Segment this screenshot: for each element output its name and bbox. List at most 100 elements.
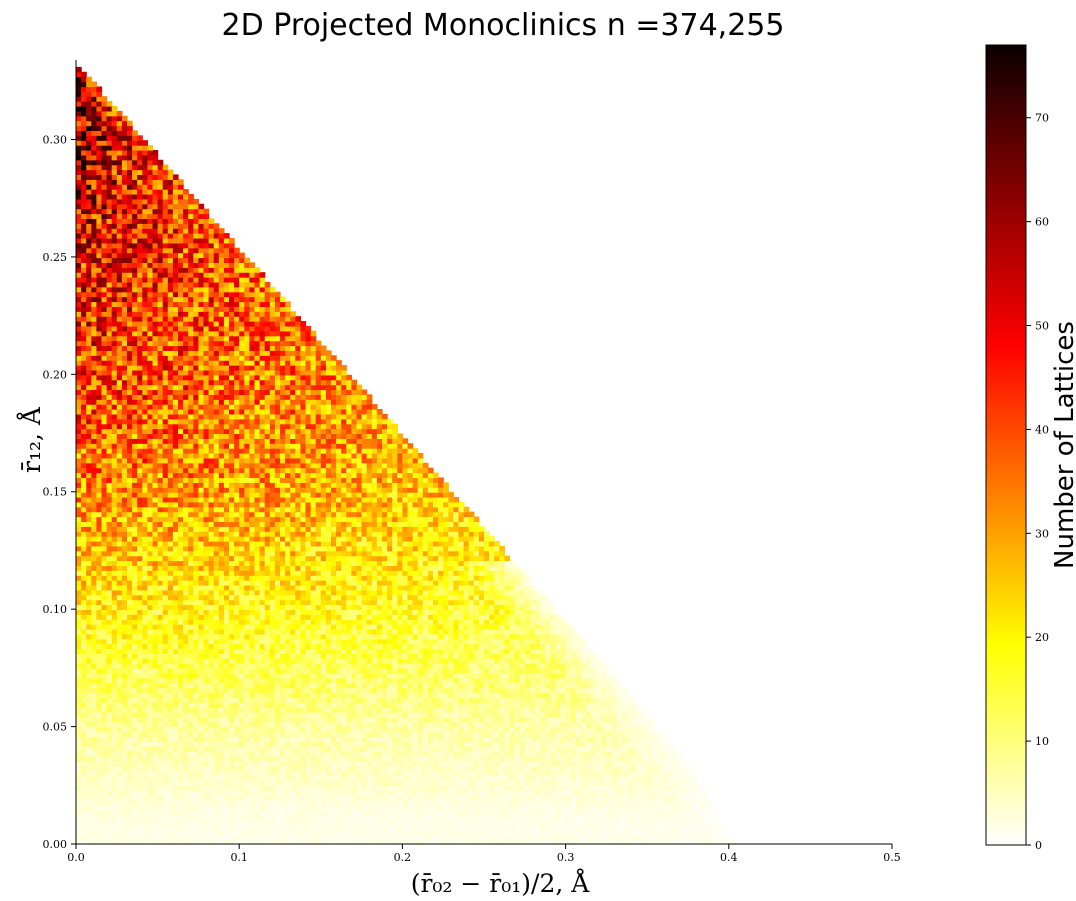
heatmap-cell xyxy=(473,819,480,826)
heatmap-cell xyxy=(229,800,235,806)
heatmap-cell xyxy=(387,809,393,816)
heatmap-cell xyxy=(376,746,383,752)
heatmap-cell xyxy=(86,726,92,733)
heatmap-cell xyxy=(295,682,301,689)
heatmap-cell xyxy=(290,716,296,723)
heatmap-cell xyxy=(591,800,597,806)
heatmap-cell xyxy=(606,804,613,811)
heatmap-cell xyxy=(264,712,271,718)
heatmap-cell xyxy=(387,687,393,694)
heatmap-cell xyxy=(443,658,449,664)
heatmap-cell xyxy=(555,829,562,835)
heatmap-cell xyxy=(366,785,373,791)
heatmap-cell xyxy=(290,751,296,757)
heatmap-cell xyxy=(387,633,393,640)
heatmap-cell xyxy=(489,712,495,718)
heatmap-cell xyxy=(499,663,505,669)
heatmap-cell xyxy=(178,809,184,816)
heatmap-cell xyxy=(504,731,511,738)
heatmap-cell xyxy=(631,741,638,747)
heatmap-cell xyxy=(463,775,470,782)
heatmap-cell xyxy=(417,731,424,738)
heatmap-cell xyxy=(346,804,352,811)
heatmap-cell xyxy=(473,633,480,640)
heatmap-cell xyxy=(341,804,347,811)
heatmap-cell xyxy=(448,638,454,645)
heatmap-cell xyxy=(259,731,266,738)
heatmap-cell xyxy=(443,668,449,674)
heatmap-cell xyxy=(366,809,373,816)
heatmap-cell xyxy=(412,663,419,669)
heatmap-cell xyxy=(387,677,393,684)
heatmap-cell xyxy=(371,716,378,723)
heatmap-cell xyxy=(178,756,184,762)
heatmap-cell xyxy=(172,638,179,645)
heatmap-cell xyxy=(698,795,704,801)
heatmap-cell xyxy=(341,633,347,640)
heatmap-cell xyxy=(478,638,485,645)
heatmap-cell xyxy=(285,687,291,694)
heatmap-cell xyxy=(438,795,444,801)
heatmap-cell xyxy=(264,716,271,723)
heatmap-cell xyxy=(652,790,658,796)
heatmap-cell xyxy=(524,668,531,674)
heatmap-cell xyxy=(484,712,490,718)
heatmap-cell xyxy=(586,804,592,811)
heatmap-cell xyxy=(229,804,235,811)
heatmap-cell xyxy=(341,790,347,796)
heatmap-cell xyxy=(290,746,296,752)
heatmap-cell xyxy=(392,658,398,664)
heatmap-cell xyxy=(453,751,460,757)
heatmap-cell xyxy=(657,751,664,757)
heatmap-cell xyxy=(285,726,291,733)
heatmap-cell xyxy=(682,834,689,840)
heatmap-cell xyxy=(402,785,409,791)
heatmap-cell xyxy=(96,800,103,806)
heatmap-cell xyxy=(203,814,210,821)
heatmap-cell xyxy=(402,721,409,728)
heatmap-cell xyxy=(637,746,643,752)
heatmap-cell xyxy=(244,809,250,816)
heatmap-cell xyxy=(244,824,250,830)
heatmap-cell xyxy=(249,809,256,816)
heatmap-cell xyxy=(218,760,225,767)
heatmap-cell xyxy=(371,653,378,659)
heatmap-cell xyxy=(132,790,138,796)
heatmap-cell xyxy=(172,834,179,840)
heatmap-cell xyxy=(127,795,133,801)
heatmap-cell xyxy=(172,765,179,772)
heatmap-cell xyxy=(580,795,587,801)
heatmap-cell xyxy=(331,829,337,835)
heatmap-cell xyxy=(331,746,337,752)
heatmap-cell xyxy=(621,814,628,821)
heatmap-cell xyxy=(504,736,511,742)
heatmap-cell xyxy=(269,809,276,816)
heatmap-cell xyxy=(310,638,317,645)
heatmap-cell xyxy=(121,668,128,674)
heatmap-cell xyxy=(178,658,184,664)
heatmap-cell xyxy=(142,648,148,654)
heatmap-cell xyxy=(366,800,373,806)
heatmap-cell xyxy=(637,809,643,816)
heatmap-cell xyxy=(290,731,296,738)
heatmap-cell xyxy=(280,731,286,738)
heatmap-cell xyxy=(698,839,704,845)
heatmap-cell xyxy=(264,770,271,777)
heatmap-cell xyxy=(478,736,485,742)
heatmap-cell xyxy=(320,780,327,786)
heatmap-cell xyxy=(106,829,113,835)
heatmap-cell xyxy=(290,834,296,840)
heatmap-cell xyxy=(422,653,429,659)
heatmap-cell xyxy=(249,834,256,840)
heatmap-cell xyxy=(575,702,582,708)
heatmap-cell xyxy=(621,824,628,830)
heatmap-cell xyxy=(392,800,398,806)
heatmap-cell xyxy=(718,839,725,845)
heatmap-cell xyxy=(545,668,551,674)
heatmap-cell xyxy=(621,712,628,718)
heatmap-cell xyxy=(116,702,123,708)
heatmap-cell xyxy=(147,677,154,684)
heatmap-cell xyxy=(688,814,694,821)
heatmap-cell xyxy=(172,770,179,777)
heatmap-cell xyxy=(81,775,87,782)
